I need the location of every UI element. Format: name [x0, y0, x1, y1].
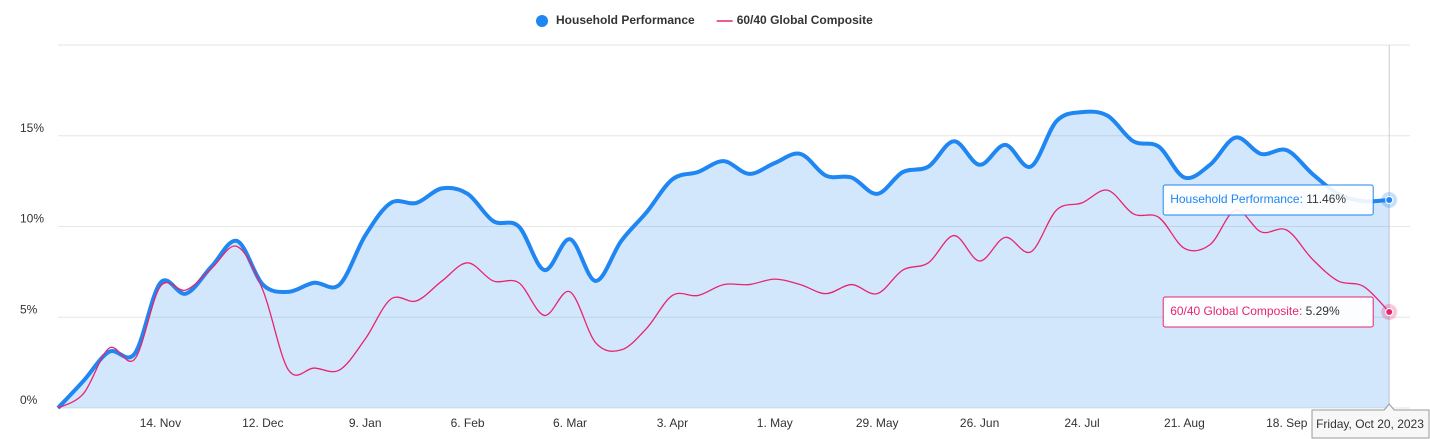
tooltip-sep: :	[1300, 192, 1307, 206]
y-tick-label: 10%	[20, 212, 44, 226]
legend-label[interactable]: 60/40 Global Composite	[737, 13, 873, 27]
y-tick-label: 0%	[20, 393, 38, 407]
tooltip-sep: :	[1299, 304, 1306, 318]
series-line	[57, 189, 1390, 409]
x-tick-label: 6. Mar	[553, 416, 587, 430]
x-tick-label: 3. Apr	[657, 416, 688, 430]
tooltip-series-name: 60/40 Global Composite	[1170, 304, 1299, 318]
x-tick-label: 29. May	[856, 416, 899, 430]
x-tick-label: 14. Nov	[140, 416, 181, 430]
tooltip-value: 11.46%	[1306, 192, 1346, 206]
x-tick-label: 21. Aug	[1164, 416, 1205, 430]
legend-symbol	[536, 15, 548, 27]
x-tick-label: 24. Jul	[1064, 416, 1099, 430]
legend-label[interactable]: Household Performance	[556, 13, 695, 27]
date-tooltip-box	[1311, 403, 1430, 439]
series-line	[56, 109, 1390, 410]
x-tick-label: 6. Feb	[451, 416, 485, 430]
tooltip-box	[1162, 184, 1374, 216]
y-tick-label: 15%	[20, 121, 44, 135]
y-tick-label: 5%	[20, 302, 38, 316]
legend: Household Performance 60/40 Global Compos…	[536, 13, 873, 27]
tooltip: 60/40 Global Composite: 5.29%	[1162, 296, 1374, 328]
hover-point	[1385, 307, 1394, 316]
tooltip-value: 5.29%	[1306, 304, 1340, 318]
tooltip: Household Performance: 11.46%	[1162, 184, 1374, 216]
x-tick-label: 26. Jun	[960, 416, 999, 430]
date-tooltip-text: Friday, Oct 20, 2023	[1316, 417, 1424, 431]
tooltip-text: Household Performance: 11.46%	[1170, 192, 1346, 206]
x-tick-label: 12. Dec	[242, 416, 283, 430]
series-area	[58, 111, 1390, 408]
tooltip-text: 60/40 Global Composite: 5.29%	[1170, 304, 1340, 318]
x-tick-label: 9. Jan	[349, 416, 382, 430]
tooltip-series-name: Household Performance	[1170, 192, 1300, 206]
date-tooltip: Friday, Oct 20, 2023	[1311, 403, 1430, 439]
x-tick-label: 1. May	[757, 416, 793, 430]
hover-point	[1385, 196, 1394, 205]
tooltip-box	[1162, 296, 1374, 328]
x-tick-label: 18. Sep	[1266, 416, 1308, 430]
